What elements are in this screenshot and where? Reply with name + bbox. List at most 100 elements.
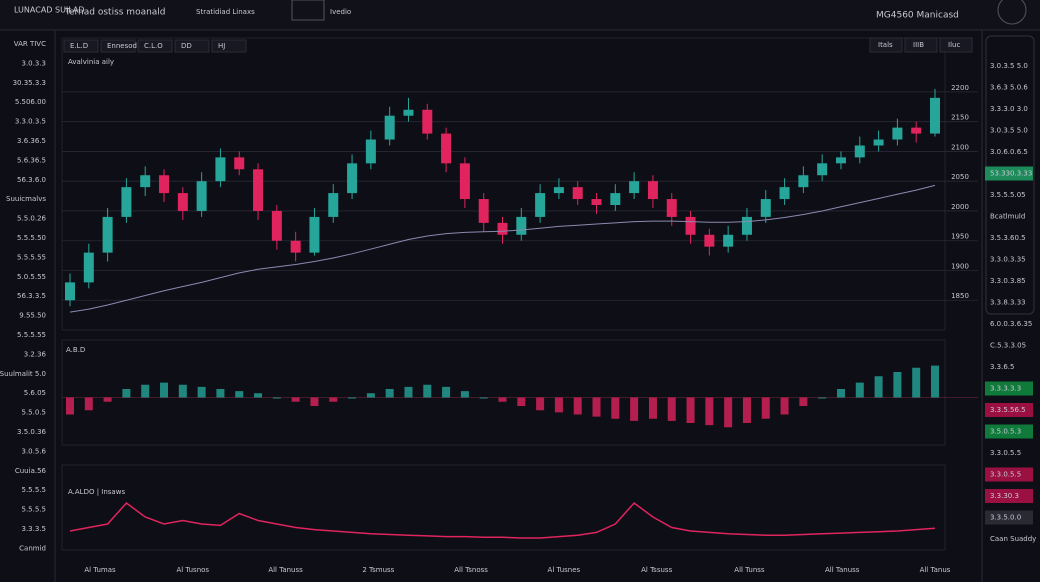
right-item[interactable]: Bcatlmuld bbox=[990, 213, 1025, 221]
right-item-bg[interactable] bbox=[985, 489, 1033, 503]
sidebar-label[interactable]: 5.5.5.5 bbox=[22, 506, 47, 514]
sidebar-label[interactable]: 3.3.0.3.5 bbox=[15, 118, 46, 126]
menu[interactable]: Ternad ostiss moanald bbox=[64, 8, 166, 18]
sidebar-label[interactable]: 5.6.05 bbox=[24, 389, 46, 397]
candle-body bbox=[234, 157, 245, 170]
right-item[interactable]: 3.0.3.5 5.0 bbox=[990, 127, 1028, 135]
toolbar-button[interactable] bbox=[211, 39, 247, 53]
account: MG4560 Manicasd bbox=[876, 11, 959, 21]
right-item[interactable]: 3.5.0.5.3 bbox=[990, 428, 1021, 436]
right-item[interactable]: 3.3.30.3 bbox=[990, 492, 1019, 500]
sidebar-label[interactable]: 3.3.3.5 bbox=[22, 525, 47, 533]
sidebar-label[interactable]: Canmid bbox=[19, 544, 46, 552]
right-item-bg[interactable] bbox=[985, 381, 1033, 396]
right-item-bg[interactable] bbox=[985, 166, 1033, 181]
toolbar-label[interactable]: C.L.O bbox=[144, 42, 163, 50]
x-tick-label: All Tunss bbox=[734, 566, 765, 574]
toolbar-label[interactable]: Ennesod bbox=[107, 42, 137, 50]
avatar[interactable] bbox=[997, 0, 1027, 25]
sidebar-label[interactable]: 3.6.36.5 bbox=[17, 137, 46, 145]
sidebar-label[interactable]: 5.6.36.5 bbox=[17, 156, 46, 164]
right-item-bg[interactable] bbox=[985, 510, 1033, 525]
sidebar-label[interactable]: 5.5.0.5 bbox=[22, 409, 47, 417]
sidebar-label[interactable]: 3.2.36 bbox=[24, 350, 47, 358]
toolbar-button[interactable] bbox=[100, 39, 136, 53]
right-item[interactable]: 53.330.3.33 bbox=[990, 170, 1032, 178]
right-item[interactable]: 3.3.5.56.5 bbox=[990, 406, 1026, 414]
sidebar-label[interactable]: 5.5.5.55 bbox=[17, 253, 46, 261]
toolbar-label[interactable]: Itals bbox=[878, 41, 893, 49]
submenu[interactable]: Stratidiad Linaxs bbox=[196, 8, 255, 16]
toolbar-button[interactable] bbox=[174, 39, 210, 53]
tab[interactable]: Ivedio bbox=[330, 8, 351, 16]
right-item[interactable]: 3.6.3 5.0.6 bbox=[990, 84, 1028, 92]
candle-body bbox=[290, 240, 301, 253]
candle-body bbox=[196, 181, 207, 211]
sidebar-label[interactable]: Suuicmalvs bbox=[6, 195, 46, 203]
toolbar-button[interactable] bbox=[137, 39, 173, 53]
oscillator-bar bbox=[460, 391, 469, 398]
oscillator-bar bbox=[479, 397, 488, 399]
oscillator-bar bbox=[254, 393, 263, 398]
main-panel bbox=[61, 37, 946, 331]
right-item[interactable]: 3.5.3.60.5 bbox=[990, 234, 1026, 242]
sidebar-label[interactable]: 5.5.0.26 bbox=[17, 215, 46, 223]
right-item[interactable]: 6.0.0.3.6.35 bbox=[990, 320, 1032, 328]
sidebar-label[interactable]: Suulmalit 5.0 bbox=[0, 370, 46, 378]
sidebar-label[interactable]: 5.5.5.50 bbox=[17, 234, 46, 242]
right-item[interactable]: 3.3.3.0 3.0 bbox=[990, 105, 1028, 113]
toolbar-label[interactable]: E.L.D bbox=[70, 42, 88, 50]
sidebar-label[interactable]: 3.0.3.3 bbox=[22, 59, 47, 67]
right-item[interactable]: 3.0.6.0.6.5 bbox=[990, 148, 1028, 156]
right-item[interactable]: 3.3.6.5 bbox=[990, 363, 1015, 371]
candle-body bbox=[102, 216, 113, 253]
sidebar-label[interactable]: 9.55.50 bbox=[19, 312, 46, 320]
right-item[interactable]: 3.3.0.3.85 bbox=[990, 277, 1026, 285]
sidebar-label[interactable]: 5.5.5.55 bbox=[17, 331, 46, 339]
right-item-bg[interactable] bbox=[985, 403, 1033, 417]
toolbar-label[interactable]: HJ bbox=[218, 42, 225, 50]
right-item[interactable]: Caan Suaddy bbox=[990, 535, 1036, 543]
sidebar-label[interactable]: 56.3.3.5 bbox=[17, 292, 46, 300]
sidebar-label[interactable]: 5.506.00 bbox=[15, 98, 46, 106]
right-item[interactable]: 3.3.5.0.0 bbox=[990, 514, 1021, 522]
y-tick-label: 2050 bbox=[951, 173, 969, 181]
sidebar-label[interactable]: Cuuia.56 bbox=[15, 467, 47, 475]
candle-body bbox=[685, 216, 696, 235]
candle-body bbox=[930, 97, 940, 134]
oscillator-bar bbox=[216, 389, 225, 398]
right-item-bg[interactable] bbox=[985, 424, 1033, 439]
toolbar-button[interactable] bbox=[869, 37, 903, 53]
toolbar-button[interactable] bbox=[939, 37, 973, 53]
right-item[interactable]: 3.3.0.5.5 bbox=[990, 449, 1021, 457]
right-item[interactable]: C.5.3.3.05 bbox=[990, 342, 1026, 350]
candle-body bbox=[572, 187, 583, 200]
brand: LUNACAD SUILAD bbox=[14, 6, 85, 15]
sidebar-label[interactable]: 5.0.5.55 bbox=[17, 273, 46, 281]
candle-body bbox=[365, 139, 376, 164]
sidebar-label[interactable]: 5.5.5.5 bbox=[22, 486, 47, 494]
toolbar-label[interactable]: Iluc bbox=[948, 41, 960, 49]
right-item[interactable]: 3.3.8.3.33 bbox=[990, 299, 1026, 307]
oscillator-bar bbox=[648, 397, 657, 419]
oscillator-bar bbox=[780, 397, 789, 415]
sidebar-label[interactable]: 3.0.5.6 bbox=[22, 447, 47, 455]
sidebar-label[interactable]: 3.5.0.36 bbox=[17, 428, 46, 436]
toolbar-label[interactable]: IIIB bbox=[913, 41, 924, 49]
right-item[interactable]: 3.3.3.3.3 bbox=[990, 385, 1021, 393]
oscillator-bar bbox=[517, 397, 526, 406]
sidebar-label[interactable]: 56.3.6.0 bbox=[17, 176, 46, 184]
right-item[interactable]: 3.3.0.5.5 bbox=[990, 471, 1021, 479]
right-item-bg[interactable] bbox=[985, 467, 1033, 482]
toolbar-label[interactable]: DD bbox=[181, 42, 192, 50]
candle-body bbox=[817, 163, 828, 176]
right-item[interactable]: 3.3.0.3.35 bbox=[990, 256, 1026, 264]
toolbar-button[interactable] bbox=[63, 39, 99, 53]
right-item[interactable]: 3.0.3.5 5.0 bbox=[990, 62, 1028, 70]
toolbar-button[interactable] bbox=[904, 37, 938, 53]
sidebar-label[interactable]: VAR TIVC bbox=[14, 40, 46, 48]
tab-box[interactable] bbox=[291, 0, 325, 21]
sidebar-label[interactable]: 30.35.3.3 bbox=[13, 79, 46, 87]
right-item[interactable]: 3.5.5.5.05 bbox=[990, 191, 1026, 199]
